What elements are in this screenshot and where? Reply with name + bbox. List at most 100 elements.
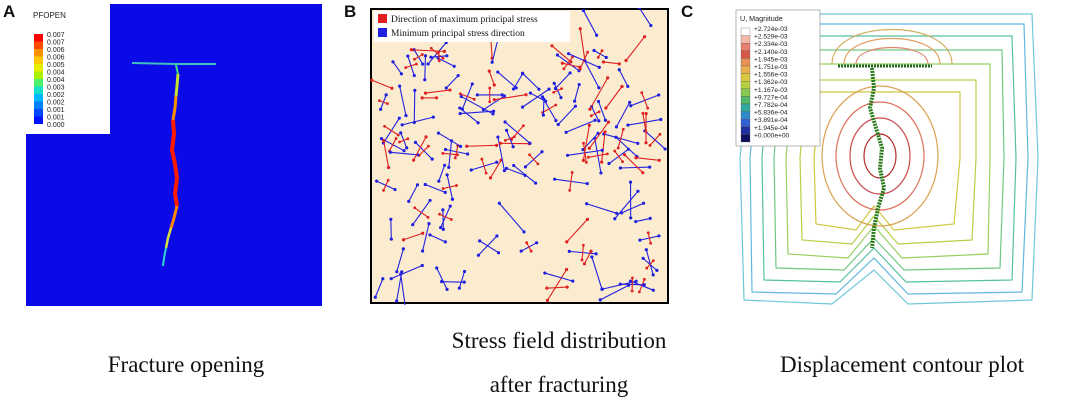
stress-glyph-dot (484, 171, 488, 175)
stress-glyph-dot (443, 240, 447, 244)
stress-glyph-dot (642, 283, 646, 287)
stress-glyph-dot (537, 87, 541, 91)
stress-glyph-dot (577, 82, 581, 87)
panel-letter-b: B (344, 2, 357, 21)
legend-swatch (740, 126, 751, 135)
stress-glyph-line (562, 62, 580, 68)
legend-swatch (34, 71, 43, 79)
stress-glyph-dot (624, 58, 628, 63)
legend-label: +1.945e-04 (754, 125, 788, 132)
legend-label: +1.167e-03 (754, 87, 788, 94)
stress-glyph-line (588, 121, 609, 149)
contour-line (749, 23, 1029, 295)
stress-glyph-dot (547, 87, 551, 91)
stress-glyph-dot (437, 59, 441, 63)
stress-glyph-dot (490, 60, 494, 64)
stress-glyph-dot (404, 113, 408, 118)
stress-glyph-dot (646, 231, 650, 235)
stress-glyph-dot (562, 67, 566, 71)
legend-a: 0.0070.0070.0060.0060.0050.0040.0040.003… (34, 32, 65, 129)
stress-glyph-line (498, 202, 525, 233)
stress-glyph-dot (460, 107, 464, 111)
stress-glyph-dot (512, 163, 516, 168)
stress-glyph-dot (496, 251, 501, 255)
contour-line (849, 117, 911, 195)
stress-glyph-line (582, 10, 598, 36)
stress-glyph-dot (541, 113, 545, 117)
stress-glyph-cross (591, 111, 600, 117)
stress-glyph-dot (383, 124, 386, 128)
stress-glyph-cross (414, 54, 423, 60)
stress-glyph-line (522, 72, 540, 90)
legend-label: +5.836e-04 (754, 110, 788, 117)
stress-glyph-dot (456, 153, 459, 157)
caption-c: Displacement contour plot (780, 352, 1024, 377)
stress-glyph-dot (521, 124, 525, 128)
stress-glyph-dot (405, 146, 409, 150)
stress-glyph-dot (423, 91, 428, 95)
stress-glyph-cross (617, 129, 624, 149)
stress-glyph-dot (560, 61, 564, 65)
stress-glyph-dot (389, 237, 393, 241)
stress-glyph-line (425, 89, 451, 94)
stress-glyph-dot (423, 182, 427, 187)
stress-glyph-dot (503, 120, 507, 124)
legend-label: +2.529e-03 (754, 34, 788, 41)
stress-glyph-dot (636, 141, 640, 145)
legend-swatch (34, 94, 43, 102)
stress-glyph-dot (657, 234, 661, 238)
stress-glyph-dot (402, 149, 406, 153)
stress-glyph-dot (421, 231, 425, 235)
stress-glyph-dot (431, 115, 435, 119)
stress-glyph-dot (399, 72, 404, 76)
legend-swatch (740, 96, 751, 105)
stress-glyph-dot (384, 93, 388, 97)
legend-swatch (34, 101, 43, 109)
stress-glyph-dot (426, 62, 430, 66)
stress-glyph-dot (514, 86, 518, 90)
legend-label: 0.001 (47, 107, 65, 114)
stress-glyph-dot (581, 158, 586, 162)
stress-glyph-dot (478, 239, 482, 243)
stress-glyph-cross (399, 138, 409, 143)
stress-glyph-line (615, 102, 631, 128)
legend-label: 0.007 (47, 40, 65, 47)
legend-label: 0.001 (47, 115, 65, 122)
stress-glyph-dot (447, 165, 451, 169)
stress-glyph-dot (637, 290, 641, 294)
fracture-segment (174, 73, 180, 97)
stress-glyph-dot (504, 128, 509, 133)
stress-glyph-dot (488, 100, 492, 104)
stress-glyph-dot (618, 282, 622, 286)
stress-glyph-dot (634, 156, 638, 160)
stress-glyph-dot (663, 147, 667, 151)
legend-swatch (740, 103, 751, 112)
legend-label: 0.006 (47, 55, 65, 62)
stress-glyph-dot (568, 71, 572, 75)
stress-field-plot: Direction of maximum principal stress Mi… (370, 8, 669, 305)
stress-glyph-dot (459, 92, 462, 96)
legend-label: 0.007 (47, 32, 65, 39)
stress-glyph-dot (567, 249, 571, 253)
stress-glyph-dot (600, 287, 604, 291)
stress-glyph-dot (375, 179, 379, 183)
legend-swatch (740, 81, 751, 89)
stress-glyph-cross (642, 113, 647, 132)
stress-glyph-dot (571, 279, 575, 283)
stress-glyph-line (488, 70, 495, 86)
stress-glyph-dot (427, 144, 430, 148)
stress-glyph-dot (598, 298, 602, 302)
stress-glyph-dot (545, 286, 549, 290)
stress-glyph-dot (555, 53, 560, 57)
legend-swatch (740, 73, 751, 82)
stress-glyph-dot (469, 168, 473, 172)
legend-c: +2.724e-03+2.529e-03+2.334e-03+2.140e-03… (740, 26, 790, 143)
stress-glyph-dot (642, 35, 647, 39)
stress-glyph-dot (553, 86, 558, 91)
stress-glyph-dot (560, 87, 563, 91)
stress-glyph-dot (379, 107, 383, 111)
legend-label: 0.004 (47, 70, 65, 77)
stress-glyph-dot (580, 258, 584, 262)
stress-glyph-dot (528, 141, 532, 145)
stress-glyph-dot (600, 160, 604, 164)
